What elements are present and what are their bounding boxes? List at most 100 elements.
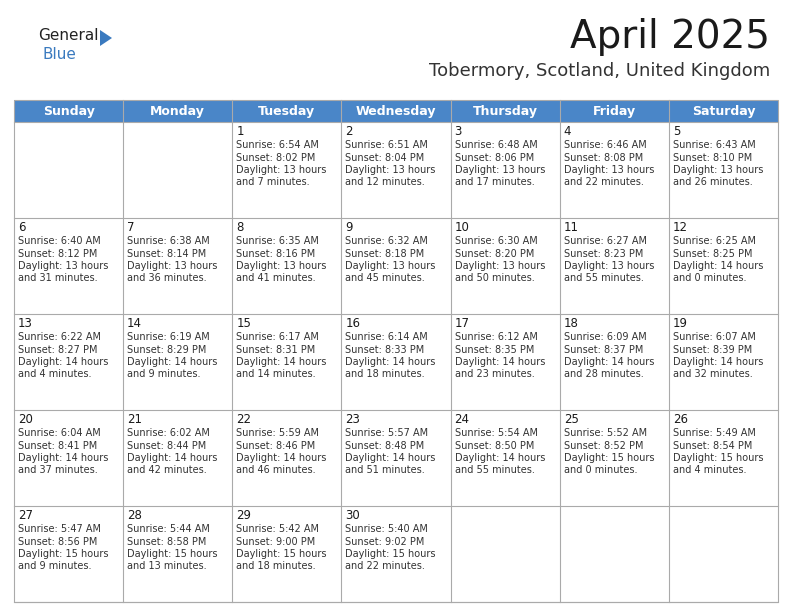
Text: Sunset: 8:23 PM: Sunset: 8:23 PM bbox=[564, 248, 643, 259]
Text: Sunrise: 6:04 AM: Sunrise: 6:04 AM bbox=[18, 428, 101, 438]
Text: 9: 9 bbox=[345, 221, 353, 234]
Text: 19: 19 bbox=[673, 317, 688, 330]
Text: Sunrise: 5:40 AM: Sunrise: 5:40 AM bbox=[345, 524, 428, 534]
Text: and 45 minutes.: and 45 minutes. bbox=[345, 273, 425, 283]
Text: Daylight: 14 hours: Daylight: 14 hours bbox=[345, 357, 436, 367]
Polygon shape bbox=[100, 30, 112, 46]
Text: Sunrise: 6:07 AM: Sunrise: 6:07 AM bbox=[673, 332, 756, 342]
Text: Sunset: 8:44 PM: Sunset: 8:44 PM bbox=[128, 441, 207, 450]
Text: Sunrise: 5:49 AM: Sunrise: 5:49 AM bbox=[673, 428, 756, 438]
Text: Sunset: 8:29 PM: Sunset: 8:29 PM bbox=[128, 345, 207, 354]
Text: 22: 22 bbox=[236, 413, 251, 426]
Text: and 0 minutes.: and 0 minutes. bbox=[564, 465, 638, 475]
Text: Sunrise: 6:43 AM: Sunrise: 6:43 AM bbox=[673, 140, 756, 150]
Text: Sunset: 8:39 PM: Sunset: 8:39 PM bbox=[673, 345, 752, 354]
Text: Sunset: 8:41 PM: Sunset: 8:41 PM bbox=[18, 441, 97, 450]
Text: Blue: Blue bbox=[42, 47, 76, 62]
Text: Sunset: 8:06 PM: Sunset: 8:06 PM bbox=[455, 152, 534, 163]
Text: and 4 minutes.: and 4 minutes. bbox=[18, 369, 92, 379]
Text: 8: 8 bbox=[236, 221, 244, 234]
Text: Daylight: 14 hours: Daylight: 14 hours bbox=[673, 357, 763, 367]
Text: Sunrise: 6:51 AM: Sunrise: 6:51 AM bbox=[345, 140, 428, 150]
Text: Sunset: 8:25 PM: Sunset: 8:25 PM bbox=[673, 248, 752, 259]
Text: Sunrise: 6:02 AM: Sunrise: 6:02 AM bbox=[128, 428, 210, 438]
Text: Daylight: 14 hours: Daylight: 14 hours bbox=[236, 453, 326, 463]
Text: Sunset: 8:31 PM: Sunset: 8:31 PM bbox=[236, 345, 315, 354]
Text: Daylight: 13 hours: Daylight: 13 hours bbox=[455, 261, 545, 271]
Text: 16: 16 bbox=[345, 317, 360, 330]
Text: 1: 1 bbox=[236, 125, 244, 138]
Text: Daylight: 13 hours: Daylight: 13 hours bbox=[128, 261, 218, 271]
Text: and 23 minutes.: and 23 minutes. bbox=[455, 369, 535, 379]
Text: 17: 17 bbox=[455, 317, 470, 330]
Text: and 51 minutes.: and 51 minutes. bbox=[345, 465, 425, 475]
Text: 18: 18 bbox=[564, 317, 579, 330]
Text: 14: 14 bbox=[128, 317, 142, 330]
Text: Daylight: 14 hours: Daylight: 14 hours bbox=[455, 453, 545, 463]
Text: 24: 24 bbox=[455, 413, 470, 426]
Text: 5: 5 bbox=[673, 125, 680, 138]
Text: 23: 23 bbox=[345, 413, 360, 426]
Text: and 18 minutes.: and 18 minutes. bbox=[345, 369, 425, 379]
Text: Tuesday: Tuesday bbox=[258, 105, 315, 118]
Text: Sunset: 8:58 PM: Sunset: 8:58 PM bbox=[128, 537, 207, 547]
Text: 29: 29 bbox=[236, 509, 251, 522]
Text: and 12 minutes.: and 12 minutes. bbox=[345, 177, 425, 187]
Text: 15: 15 bbox=[236, 317, 251, 330]
Text: and 36 minutes.: and 36 minutes. bbox=[128, 273, 207, 283]
Text: Daylight: 13 hours: Daylight: 13 hours bbox=[455, 165, 545, 175]
Text: Sunrise: 6:48 AM: Sunrise: 6:48 AM bbox=[455, 140, 537, 150]
Text: and 9 minutes.: and 9 minutes. bbox=[128, 369, 200, 379]
Text: and 14 minutes.: and 14 minutes. bbox=[236, 369, 316, 379]
Text: Sunset: 8:12 PM: Sunset: 8:12 PM bbox=[18, 248, 97, 259]
Text: Sunrise: 6:27 AM: Sunrise: 6:27 AM bbox=[564, 236, 647, 246]
Text: and 9 minutes.: and 9 minutes. bbox=[18, 561, 92, 571]
Text: 25: 25 bbox=[564, 413, 579, 426]
Text: Daylight: 15 hours: Daylight: 15 hours bbox=[564, 453, 654, 463]
Text: Daylight: 13 hours: Daylight: 13 hours bbox=[564, 165, 654, 175]
Text: Sunset: 8:35 PM: Sunset: 8:35 PM bbox=[455, 345, 534, 354]
Text: Daylight: 13 hours: Daylight: 13 hours bbox=[236, 165, 326, 175]
Text: Sunset: 9:02 PM: Sunset: 9:02 PM bbox=[345, 537, 425, 547]
Text: Sunrise: 6:30 AM: Sunrise: 6:30 AM bbox=[455, 236, 537, 246]
Text: Sunset: 8:20 PM: Sunset: 8:20 PM bbox=[455, 248, 534, 259]
Text: and 50 minutes.: and 50 minutes. bbox=[455, 273, 535, 283]
Text: Friday: Friday bbox=[592, 105, 636, 118]
Text: and 41 minutes.: and 41 minutes. bbox=[236, 273, 316, 283]
Text: and 55 minutes.: and 55 minutes. bbox=[564, 273, 644, 283]
Text: Daylight: 15 hours: Daylight: 15 hours bbox=[18, 549, 109, 559]
Text: Sunset: 8:37 PM: Sunset: 8:37 PM bbox=[564, 345, 643, 354]
Text: 12: 12 bbox=[673, 221, 688, 234]
Text: Daylight: 13 hours: Daylight: 13 hours bbox=[345, 165, 436, 175]
Text: Sunrise: 6:17 AM: Sunrise: 6:17 AM bbox=[236, 332, 319, 342]
Text: General: General bbox=[38, 28, 98, 43]
Text: Sunset: 8:14 PM: Sunset: 8:14 PM bbox=[128, 248, 207, 259]
Text: 10: 10 bbox=[455, 221, 470, 234]
Text: Sunset: 8:04 PM: Sunset: 8:04 PM bbox=[345, 152, 425, 163]
Text: Daylight: 15 hours: Daylight: 15 hours bbox=[236, 549, 327, 559]
Text: Sunrise: 6:40 AM: Sunrise: 6:40 AM bbox=[18, 236, 101, 246]
Text: 6: 6 bbox=[18, 221, 25, 234]
Text: Sunrise: 6:32 AM: Sunrise: 6:32 AM bbox=[345, 236, 428, 246]
Text: Sunset: 8:02 PM: Sunset: 8:02 PM bbox=[236, 152, 316, 163]
Text: Daylight: 14 hours: Daylight: 14 hours bbox=[236, 357, 326, 367]
Text: Wednesday: Wednesday bbox=[356, 105, 436, 118]
Text: Sunset: 8:56 PM: Sunset: 8:56 PM bbox=[18, 537, 97, 547]
Text: Daylight: 13 hours: Daylight: 13 hours bbox=[236, 261, 326, 271]
Text: Daylight: 14 hours: Daylight: 14 hours bbox=[18, 357, 109, 367]
Text: Sunrise: 6:14 AM: Sunrise: 6:14 AM bbox=[345, 332, 428, 342]
Text: 20: 20 bbox=[18, 413, 33, 426]
Text: Sunrise: 5:59 AM: Sunrise: 5:59 AM bbox=[236, 428, 319, 438]
Text: 26: 26 bbox=[673, 413, 688, 426]
Text: Sunday: Sunday bbox=[43, 105, 94, 118]
Text: Daylight: 14 hours: Daylight: 14 hours bbox=[128, 453, 218, 463]
Text: Tobermory, Scotland, United Kingdom: Tobermory, Scotland, United Kingdom bbox=[428, 62, 770, 80]
Text: 27: 27 bbox=[18, 509, 33, 522]
Text: Sunrise: 5:52 AM: Sunrise: 5:52 AM bbox=[564, 428, 647, 438]
Text: Sunset: 8:08 PM: Sunset: 8:08 PM bbox=[564, 152, 643, 163]
Text: and 31 minutes.: and 31 minutes. bbox=[18, 273, 97, 283]
Text: and 22 minutes.: and 22 minutes. bbox=[564, 177, 644, 187]
Text: and 13 minutes.: and 13 minutes. bbox=[128, 561, 207, 571]
Text: Daylight: 14 hours: Daylight: 14 hours bbox=[345, 453, 436, 463]
Text: 3: 3 bbox=[455, 125, 462, 138]
